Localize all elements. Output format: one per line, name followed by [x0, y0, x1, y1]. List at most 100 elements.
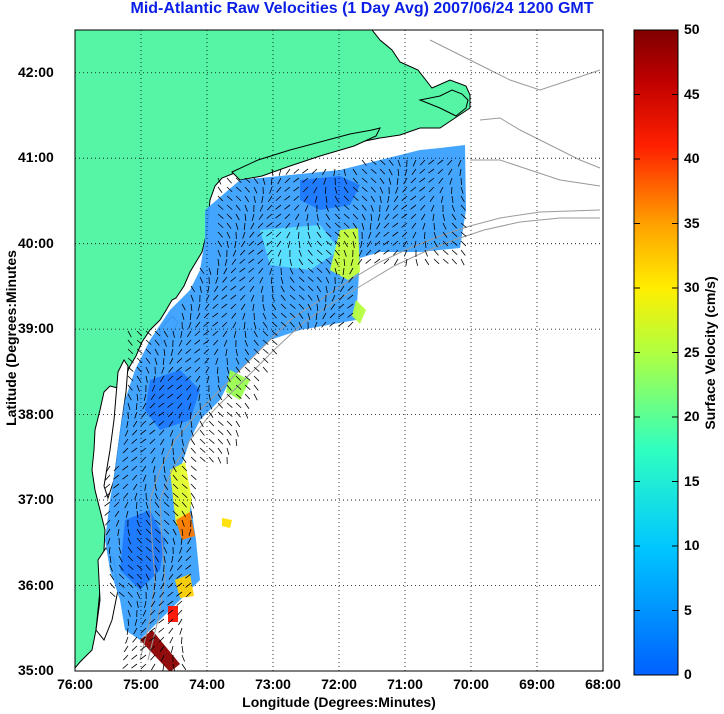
velocity-arrow — [428, 186, 435, 193]
velocity-arrow — [221, 321, 228, 328]
velocity-arrow — [420, 204, 426, 211]
velocity-arrow — [289, 285, 296, 292]
velocity-arrow — [377, 213, 381, 221]
velocity-arrow — [212, 303, 219, 309]
velocity-arrow — [168, 573, 174, 580]
velocity-arrow — [397, 168, 400, 176]
velocity-arrow — [232, 321, 237, 329]
velocity-arrow — [158, 600, 165, 607]
velocity-arrow — [124, 501, 129, 509]
velocity-arrow — [433, 222, 435, 231]
velocity-arrow — [176, 375, 183, 381]
velocity-arrow — [334, 222, 341, 228]
velocity-arrow — [257, 249, 264, 255]
velocity-arrow — [197, 303, 201, 311]
velocity-arrow — [334, 204, 340, 211]
velocity-arrow — [163, 537, 169, 544]
velocity-arrow — [437, 168, 444, 175]
velocity-arrow — [158, 411, 165, 417]
velocity-arrow — [145, 330, 152, 336]
velocity-arrow — [366, 240, 372, 248]
velocity-arrow — [244, 177, 251, 184]
velocity-arrow — [161, 573, 165, 581]
velocity-arrow — [410, 186, 417, 192]
velocity-arrow — [258, 213, 264, 220]
velocity-arrow — [442, 231, 448, 238]
velocity-arrow — [189, 312, 192, 321]
velocity-arrow — [321, 168, 327, 176]
velocity-arrow — [109, 582, 115, 589]
velocity-arrow — [109, 591, 116, 598]
velocity-arrow — [316, 231, 322, 238]
velocity-arrow — [149, 636, 156, 642]
velocity-arrow — [226, 375, 231, 383]
velocity-arrow — [132, 483, 138, 491]
velocity-arrow — [352, 213, 359, 220]
velocity-arrow — [361, 159, 367, 166]
velocity-arrow — [163, 330, 169, 338]
velocity-arrow — [113, 501, 120, 508]
velocity-arrow — [221, 294, 228, 300]
velocity-arrow — [190, 492, 196, 499]
velocity-arrow — [405, 258, 408, 266]
velocity-arrow — [316, 303, 319, 311]
velocity-arrow — [222, 276, 228, 283]
velocity-arrow — [343, 213, 350, 219]
velocity-arrow — [244, 411, 249, 419]
y-tick-label: 42:00 — [18, 63, 54, 80]
velocity-arrow — [136, 393, 139, 401]
velocity-arrow — [142, 402, 147, 410]
velocity-arrow — [176, 591, 183, 597]
velocity-arrow — [271, 312, 277, 319]
velocity-arrow — [181, 663, 187, 671]
velocity-arrow — [195, 375, 201, 382]
velocity-arrow — [240, 249, 246, 256]
velocity-arrow — [368, 231, 372, 239]
velocity-arrow — [230, 276, 237, 282]
velocity-arrow — [118, 546, 122, 554]
velocity-arrow — [131, 645, 138, 652]
velocity-arrow — [280, 303, 287, 310]
velocity-arrow — [172, 330, 175, 338]
velocity-arrow — [451, 204, 455, 212]
velocity-arrow — [392, 222, 399, 228]
x-tick-label: 70:00 — [453, 676, 489, 692]
velocity-arrow — [275, 231, 282, 238]
velocity-arrow — [212, 330, 219, 336]
velocity-arrow — [186, 330, 192, 338]
velocity-arrow — [114, 510, 120, 517]
colorbar-ticks — [634, 29, 678, 676]
velocity-arrow — [172, 501, 179, 507]
velocity-arrow — [266, 222, 273, 228]
velocity-arrow — [185, 357, 192, 363]
colorbar-tick-label: 15 — [684, 472, 700, 489]
velocity-arrow — [394, 258, 399, 266]
velocity-arrow — [234, 240, 237, 248]
velocity-arrow — [379, 159, 386, 165]
velocity-arrow — [140, 663, 147, 670]
velocity-arrow — [343, 177, 348, 185]
velocity-arrow — [244, 402, 250, 409]
velocity-arrow — [180, 537, 183, 545]
velocity-arrow — [226, 393, 233, 400]
velocity-arrow — [145, 348, 152, 355]
velocity-arrow — [271, 303, 277, 311]
velocity-arrow — [289, 312, 296, 319]
velocity-arrow — [279, 258, 282, 266]
velocity-arrow — [180, 330, 183, 338]
velocity-arrow — [170, 645, 174, 653]
velocity-arrow — [442, 249, 449, 255]
bathymetry-contours — [139, 39, 601, 661]
velocity-arrow — [325, 258, 332, 265]
velocity-arrow — [271, 285, 274, 293]
velocity-arrow — [424, 240, 427, 248]
velocity-arrow — [235, 438, 238, 446]
velocity-arrow — [271, 348, 278, 355]
velocity-arrow — [307, 267, 314, 273]
velocity-arrow — [105, 474, 111, 481]
velocity-arrow — [181, 519, 185, 527]
velocity-arrow — [316, 267, 323, 274]
velocity-arrow — [325, 276, 330, 284]
velocity-arrow — [145, 555, 152, 562]
velocity-arrow — [331, 294, 336, 302]
